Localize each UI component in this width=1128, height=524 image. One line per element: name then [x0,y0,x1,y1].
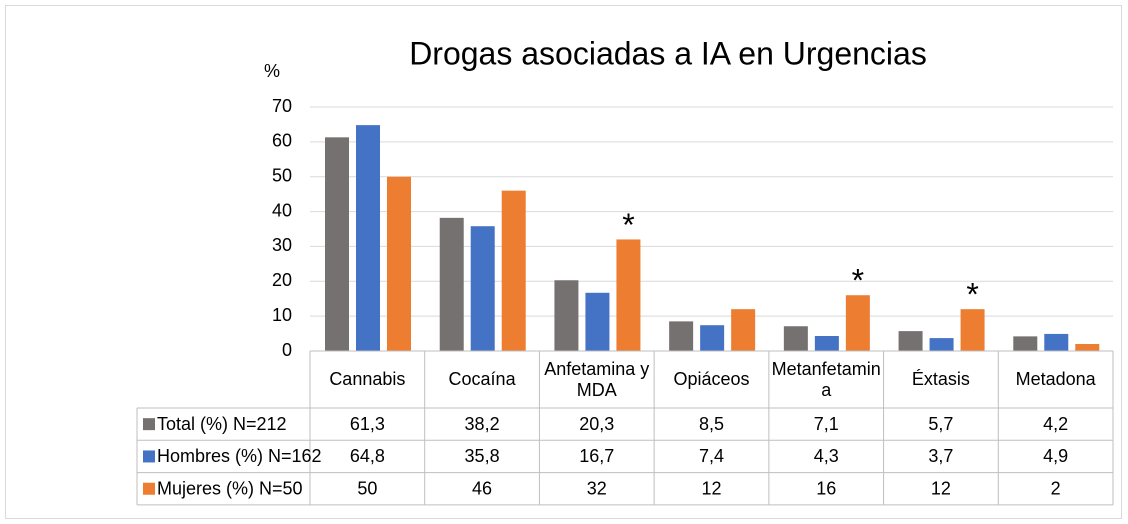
bar [1044,333,1069,351]
x-tick-label: Anfetamina y MDA [544,358,650,400]
bar [387,176,411,351]
table-value: 8,5 [699,414,724,434]
table-value: 16,7 [579,446,614,466]
table-value: 35,8 [465,446,500,466]
table-value: 38,2 [465,414,500,434]
chart-title: Drogas asociadas a IA en Urgencias [409,35,927,71]
category-cell: Cocaína [448,369,516,389]
x-tick-label: Éxtasis [911,369,970,389]
legend-swatch [143,418,155,431]
category-cell: Cannabis [329,369,406,389]
y-tick-label: 30 [272,235,292,255]
chart-border [5,5,1122,519]
legend-swatch [143,482,155,495]
legend-label: Hombres (%) N=162 [157,446,322,466]
legend-swatch [143,450,155,463]
bar [1013,336,1038,351]
bar [554,280,579,351]
bar [898,331,923,351]
bar [814,336,839,351]
legend-label: Total (%) N=212 [157,414,287,434]
x-tick-label: Cannabis [329,369,406,389]
table-value: 12 [701,479,721,499]
table-value: 46 [472,479,492,499]
y-tick-label: 20 [272,270,292,290]
bar [501,190,526,351]
y-tick-label: 70 [272,96,292,116]
category-cell: Opiáceos [673,369,750,389]
bar [325,137,349,351]
y-tick-label: 10 [272,305,292,325]
table-value: 61,3 [350,414,385,434]
legend-label: Mujeres (%) N=50 [157,479,303,499]
annotation: * [852,263,864,299]
table-value: 32 [587,479,607,499]
bar [1075,344,1100,351]
category-cell: Metadona [1015,369,1096,389]
x-tick-label: Metanfetamina [771,358,881,400]
annotation: * [966,277,978,313]
x-tick-label: Opiáceos [673,369,750,389]
table-value: 4,2 [1043,414,1068,434]
category-cell: Éxtasis [911,369,970,389]
table-value: 7,4 [699,446,724,466]
y-tick-label: 50 [272,165,292,185]
table-value: 4,3 [814,446,839,466]
y-tick-label: 40 [272,200,292,220]
table-value: 7,1 [814,414,839,434]
table-value: 64,8 [350,446,385,466]
bar [783,326,808,351]
bar [731,309,756,351]
bar [929,338,954,351]
category-cell: Anfetamina y MDA [544,358,650,400]
table-value: 4,9 [1043,446,1068,466]
y-axis-label: % [264,61,280,81]
bar [669,321,694,351]
bar [356,125,380,351]
bar [470,226,495,351]
table-value: 5,7 [928,414,953,434]
x-tick-label: Metadona [1015,369,1096,389]
table-value: 2 [1051,479,1061,499]
x-tick-label: Cocaína [448,369,516,389]
bar [960,309,985,351]
bar [585,292,610,351]
y-tick-label: 60 [272,131,292,151]
table-value: 50 [357,479,377,499]
annotation: * [622,207,634,243]
table-value: 16 [816,479,836,499]
bar [616,239,641,351]
table-value: 20,3 [579,414,614,434]
y-tick-label: 0 [282,340,292,360]
category-cell: Metanfetamina [771,358,881,400]
bar [845,295,870,351]
bar [700,325,725,351]
table-value: 12 [931,479,951,499]
bar [439,217,464,351]
table-value: 3,7 [928,446,953,466]
